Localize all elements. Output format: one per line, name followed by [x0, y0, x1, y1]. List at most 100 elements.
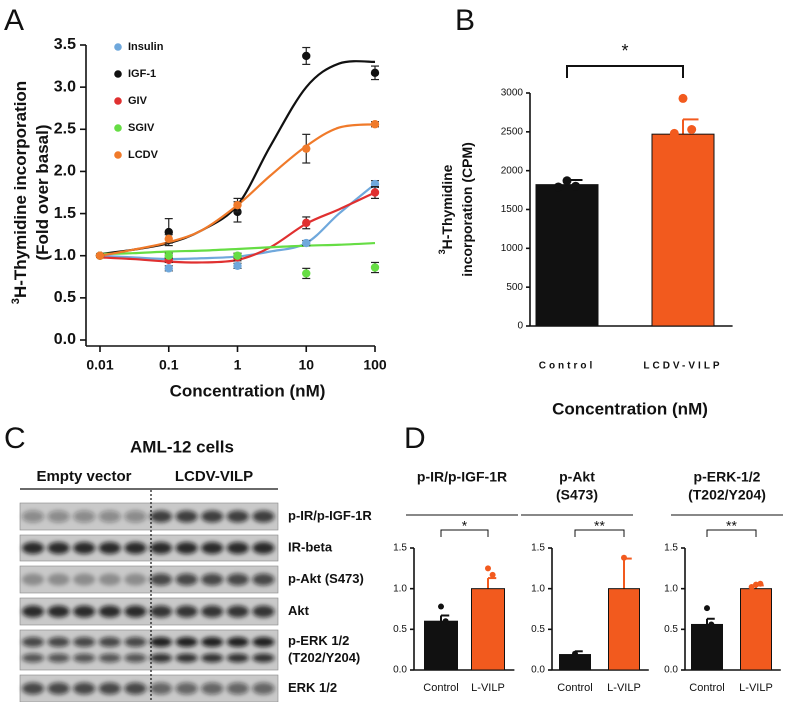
- band: [22, 682, 44, 695]
- blot-row-label: Akt: [288, 603, 310, 618]
- band: [175, 637, 198, 647]
- replicate-point: [442, 618, 449, 625]
- band: [47, 573, 70, 586]
- legend-swatch: [114, 124, 122, 132]
- replicate-point: [625, 608, 632, 615]
- band: [73, 605, 96, 618]
- replicate-point: [669, 128, 679, 138]
- band: [47, 682, 70, 695]
- x-tick-label: L-VILP: [471, 682, 505, 694]
- x-tick-label: 0.1: [159, 357, 179, 373]
- band: [201, 605, 224, 618]
- significance-label: **: [726, 518, 737, 534]
- significance-label: **: [594, 518, 605, 534]
- band: [201, 637, 224, 647]
- y-tick-label: 0: [517, 321, 523, 332]
- x-axis-label: Concentration (nM): [552, 399, 708, 418]
- y-axis-label: incorporation (CPM): [459, 142, 475, 277]
- panel-label: D: [404, 422, 426, 455]
- panel-title: (S473): [556, 487, 598, 503]
- bar: [691, 623, 723, 671]
- legend-label: Insulin: [128, 41, 164, 53]
- band: [226, 542, 249, 554]
- y-tick-label: 1.0: [393, 583, 407, 594]
- band: [124, 682, 147, 695]
- band: [73, 510, 96, 523]
- band: [22, 542, 44, 554]
- band: [252, 637, 275, 647]
- blot-row-label: ERK 1/2: [288, 680, 337, 695]
- y-tick-label: 0.0: [664, 665, 678, 676]
- bar: [471, 588, 505, 671]
- data-point: [233, 251, 242, 260]
- band: [175, 605, 198, 618]
- x-tick-label: L-VILP: [607, 682, 641, 694]
- y-tick-label: 2.0: [54, 163, 76, 180]
- band: [73, 637, 96, 647]
- y-tick-label: 1.5: [664, 543, 678, 554]
- data-point: [302, 238, 311, 248]
- y-tick-label: 1.5: [393, 543, 407, 554]
- data-point: [164, 264, 173, 273]
- data-point: [302, 51, 311, 61]
- band: [22, 605, 44, 618]
- error-bar: [487, 577, 497, 589]
- y-axis-label-text: H-Thymidine incorporation: [11, 81, 30, 298]
- band: [175, 542, 198, 554]
- y-tick-label: 3.5: [54, 36, 76, 53]
- blot-bands: [22, 542, 275, 554]
- y-axis-label-text: (Fold over basal): [33, 124, 52, 260]
- band: [98, 653, 121, 663]
- replicate-point: [480, 593, 487, 600]
- x-tick-label: Control: [557, 682, 592, 694]
- data-point: [370, 68, 380, 78]
- x-tick-label: Control: [423, 682, 458, 694]
- group-label: Empty vector: [36, 468, 131, 485]
- panel-title: (T202/Y204): [688, 487, 766, 503]
- band: [150, 542, 172, 554]
- panel-label: A: [4, 4, 24, 37]
- band: [150, 682, 172, 695]
- legend-swatch: [114, 151, 122, 159]
- band: [47, 605, 70, 618]
- y-axis-label: 3H-Thymidine: [437, 164, 454, 254]
- band: [201, 510, 224, 523]
- band: [73, 682, 96, 695]
- band: [47, 542, 70, 554]
- band: [175, 510, 198, 523]
- band: [252, 510, 275, 523]
- data-point: [370, 263, 380, 272]
- bar: [608, 588, 640, 671]
- data-point: [302, 144, 311, 153]
- significance-bracket: [440, 529, 489, 537]
- bar: [740, 588, 772, 671]
- band: [98, 637, 121, 647]
- y-tick-label: 1500: [501, 204, 524, 215]
- band: [226, 682, 249, 695]
- replicate-point: [757, 580, 764, 587]
- y-tick-label: 1000: [501, 243, 524, 254]
- data-point: [370, 120, 380, 129]
- data-point: [302, 218, 311, 228]
- band: [252, 682, 275, 695]
- replicate-point: [708, 621, 715, 628]
- y-tick-label: 1.5: [531, 543, 545, 554]
- legend-label: SGIV: [128, 122, 155, 134]
- band: [252, 573, 275, 586]
- x-tick-label: 1: [234, 357, 242, 373]
- band: [226, 573, 249, 586]
- y-tick-label: 1.0: [531, 583, 545, 594]
- y-axis-label: 3H-Thymidine incorporation: [10, 81, 31, 304]
- y-tick-label: 0.5: [664, 624, 678, 635]
- legend-swatch: [114, 70, 122, 78]
- data-point: [95, 251, 105, 260]
- y-axis-label-text: H-Thymidine: [439, 164, 455, 249]
- band: [201, 682, 224, 695]
- y-tick-label: 0.5: [393, 624, 407, 635]
- band: [47, 637, 70, 647]
- significance-bracket: [706, 529, 757, 537]
- band: [252, 605, 275, 618]
- y-tick-label: 0.0: [393, 665, 407, 676]
- bar: [424, 620, 458, 671]
